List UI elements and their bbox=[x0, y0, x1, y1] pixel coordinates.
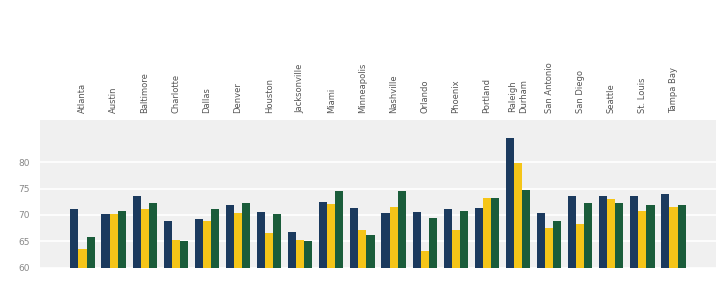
Bar bbox=[428, 218, 437, 285]
Bar bbox=[397, 191, 405, 285]
Bar bbox=[328, 204, 336, 285]
Bar bbox=[288, 232, 296, 285]
Bar bbox=[109, 214, 117, 285]
Bar bbox=[553, 221, 561, 285]
Bar bbox=[584, 203, 593, 285]
Bar bbox=[226, 205, 234, 285]
Bar bbox=[195, 219, 203, 285]
Bar bbox=[211, 209, 219, 285]
Bar bbox=[451, 230, 460, 285]
Bar bbox=[678, 205, 685, 285]
Bar bbox=[305, 241, 312, 285]
Bar bbox=[474, 208, 483, 285]
Bar bbox=[647, 205, 654, 285]
Bar bbox=[336, 191, 343, 285]
Bar bbox=[71, 209, 78, 285]
Bar bbox=[351, 207, 359, 285]
Bar bbox=[506, 138, 514, 285]
Bar bbox=[599, 196, 607, 285]
Bar bbox=[460, 211, 468, 285]
Bar bbox=[366, 235, 374, 285]
Bar bbox=[296, 240, 305, 285]
Bar bbox=[390, 207, 397, 285]
Bar bbox=[545, 228, 553, 285]
Bar bbox=[514, 163, 522, 285]
Bar bbox=[662, 194, 670, 285]
Bar bbox=[522, 190, 530, 285]
Bar bbox=[234, 213, 242, 285]
Bar bbox=[117, 211, 126, 285]
Bar bbox=[616, 203, 624, 285]
Bar bbox=[132, 196, 140, 285]
Bar bbox=[265, 233, 273, 285]
Bar bbox=[413, 212, 420, 285]
Bar bbox=[180, 241, 188, 285]
Bar bbox=[576, 224, 584, 285]
Bar bbox=[420, 251, 428, 285]
Bar bbox=[537, 213, 545, 285]
Bar bbox=[242, 203, 250, 285]
Bar bbox=[86, 237, 94, 285]
Bar bbox=[670, 207, 678, 285]
Bar bbox=[483, 198, 491, 285]
Bar bbox=[203, 221, 211, 285]
Bar bbox=[140, 209, 149, 285]
Bar bbox=[568, 196, 576, 285]
Bar bbox=[102, 214, 109, 285]
Bar bbox=[630, 196, 639, 285]
Bar bbox=[78, 249, 86, 285]
Bar bbox=[607, 199, 616, 285]
Bar bbox=[491, 198, 499, 285]
Bar bbox=[382, 213, 390, 285]
Bar bbox=[319, 202, 328, 285]
Bar bbox=[163, 221, 172, 285]
Bar bbox=[359, 230, 366, 285]
Bar bbox=[444, 209, 451, 285]
Bar bbox=[273, 214, 282, 285]
Bar bbox=[639, 211, 647, 285]
Bar bbox=[172, 240, 180, 285]
Bar bbox=[149, 203, 157, 285]
Bar bbox=[257, 212, 265, 285]
